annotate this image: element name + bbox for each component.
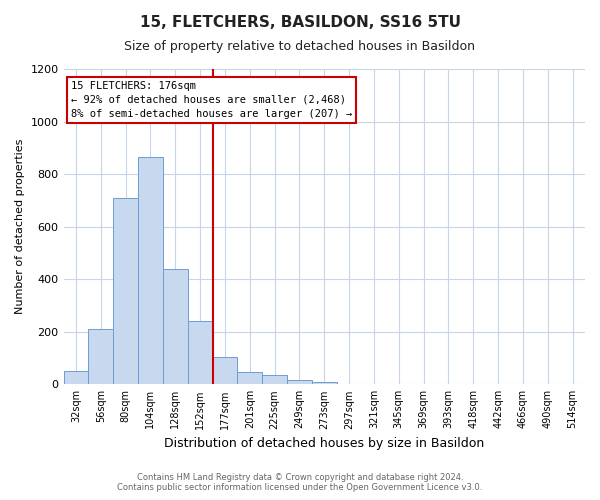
Text: 15, FLETCHERS, BASILDON, SS16 5TU: 15, FLETCHERS, BASILDON, SS16 5TU xyxy=(139,15,461,30)
Bar xyxy=(287,380,312,384)
Bar xyxy=(113,198,138,384)
Bar xyxy=(312,382,337,384)
Bar xyxy=(163,268,188,384)
Bar xyxy=(138,157,163,384)
Bar xyxy=(88,329,113,384)
Text: Size of property relative to detached houses in Basildon: Size of property relative to detached ho… xyxy=(125,40,476,53)
Bar xyxy=(212,356,238,384)
X-axis label: Distribution of detached houses by size in Basildon: Distribution of detached houses by size … xyxy=(164,437,484,450)
Text: Contains HM Land Registry data © Crown copyright and database right 2024.
Contai: Contains HM Land Registry data © Crown c… xyxy=(118,473,482,492)
Bar xyxy=(64,371,88,384)
Text: 15 FLETCHERS: 176sqm
← 92% of detached houses are smaller (2,468)
8% of semi-det: 15 FLETCHERS: 176sqm ← 92% of detached h… xyxy=(71,81,352,119)
Bar xyxy=(238,372,262,384)
Y-axis label: Number of detached properties: Number of detached properties xyxy=(15,139,25,314)
Bar xyxy=(262,374,287,384)
Bar xyxy=(188,321,212,384)
